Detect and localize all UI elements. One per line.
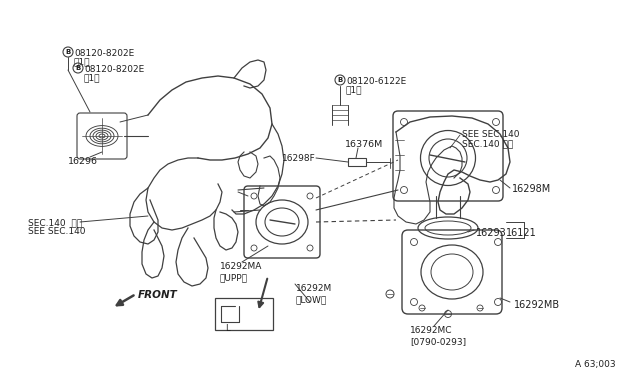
Text: 16298M: 16298M — [512, 184, 551, 194]
Text: （1）: （1） — [346, 85, 362, 94]
Text: B: B — [337, 77, 342, 83]
Text: L: L — [225, 324, 230, 333]
Text: B: B — [65, 49, 70, 55]
Text: 16292MB: 16292MB — [514, 300, 560, 310]
Text: SEE SEC.140: SEE SEC.140 — [28, 227, 86, 236]
Text: B: B — [76, 65, 81, 71]
Text: FRONT: FRONT — [138, 290, 178, 300]
Text: 16293: 16293 — [476, 228, 507, 238]
Text: A 63;003: A 63;003 — [575, 360, 616, 369]
Text: SEC.140 参照: SEC.140 参照 — [462, 139, 513, 148]
Text: （1）: （1） — [74, 57, 90, 66]
Text: 08120-8202E: 08120-8202E — [74, 49, 134, 58]
Text: 08120-8202E: 08120-8202E — [84, 65, 144, 74]
Text: （1）: （1） — [84, 73, 100, 82]
Text: 16292M
（LOW）: 16292M （LOW） — [296, 284, 332, 304]
Text: 16298F: 16298F — [282, 154, 316, 163]
Text: 08120-6122E: 08120-6122E — [346, 77, 406, 86]
Text: 16376M: 16376M — [345, 140, 383, 149]
Text: 16292MC
[0790-0293]: 16292MC [0790-0293] — [410, 326, 466, 346]
Bar — [215, 298, 273, 330]
Bar — [348, 158, 366, 166]
Text: SEE SEC.140: SEE SEC.140 — [462, 130, 520, 139]
Text: 16121: 16121 — [506, 228, 537, 238]
Text: 16292MA
（UPP）: 16292MA （UPP） — [220, 262, 262, 282]
Text: SEC.140  参照: SEC.140 参照 — [28, 218, 82, 227]
Text: 16296: 16296 — [68, 157, 98, 166]
